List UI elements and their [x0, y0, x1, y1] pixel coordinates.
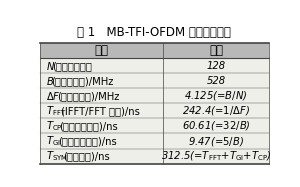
Bar: [40, 58, 269, 73]
Text: (子载波总数）: (子载波总数）: [52, 61, 92, 71]
Text: $T_{\rm FFT}$: $T_{\rm FFT}$: [46, 104, 66, 118]
Bar: [40, 103, 269, 118]
Text: (IFFT/FFT 周期)/ns: (IFFT/FFT 周期)/ns: [61, 106, 140, 116]
Bar: [40, 88, 269, 103]
Text: 60.61(=$32/B$): 60.61(=$32/B$): [182, 119, 250, 132]
Text: 数值: 数值: [209, 44, 223, 57]
Text: 9.47(=$5/B$): 9.47(=$5/B$): [188, 134, 244, 148]
Text: 242.4(=$1/\Delta F$): 242.4(=$1/\Delta F$): [182, 105, 250, 117]
Text: $T_{\rm CP}$: $T_{\rm CP}$: [46, 119, 62, 133]
Text: (子载波间隔)/MHz: (子载波间隔)/MHz: [57, 91, 119, 101]
Text: 表 1   MB-TFI-OFDM 方案部分参数: 表 1 MB-TFI-OFDM 方案部分参数: [77, 26, 231, 39]
Text: $N$: $N$: [46, 60, 55, 72]
Text: $T_{\rm SYM}$: $T_{\rm SYM}$: [46, 149, 68, 163]
Text: $B$: $B$: [46, 75, 54, 87]
Text: $T_{\rm GI}$: $T_{\rm GI}$: [46, 134, 61, 148]
Bar: [40, 148, 269, 164]
Text: (子频带带宽)/MHz: (子频带带宽)/MHz: [52, 76, 114, 86]
Bar: [40, 134, 269, 148]
Text: (符号间隔)/ns: (符号间隔)/ns: [63, 151, 110, 161]
Text: $\Delta F$: $\Delta F$: [46, 90, 60, 102]
Text: 128: 128: [207, 61, 226, 71]
Text: 528: 528: [207, 76, 226, 86]
Text: (循环前缀长度)/ns: (循环前缀长度)/ns: [60, 121, 118, 131]
Bar: [40, 43, 269, 58]
Text: 4.125(=$B/N$): 4.125(=$B/N$): [184, 89, 248, 102]
Text: (保护间隔长度)/ns: (保护间隔长度)/ns: [58, 136, 117, 146]
Bar: [40, 73, 269, 88]
Text: 312.5(=$T_{\rm FFT}$+$T_{\rm GI}$+$T_{\rm CP}$): 312.5(=$T_{\rm FFT}$+$T_{\rm GI}$+$T_{\r…: [161, 149, 272, 163]
Text: 参数: 参数: [95, 44, 109, 57]
Bar: [40, 118, 269, 134]
